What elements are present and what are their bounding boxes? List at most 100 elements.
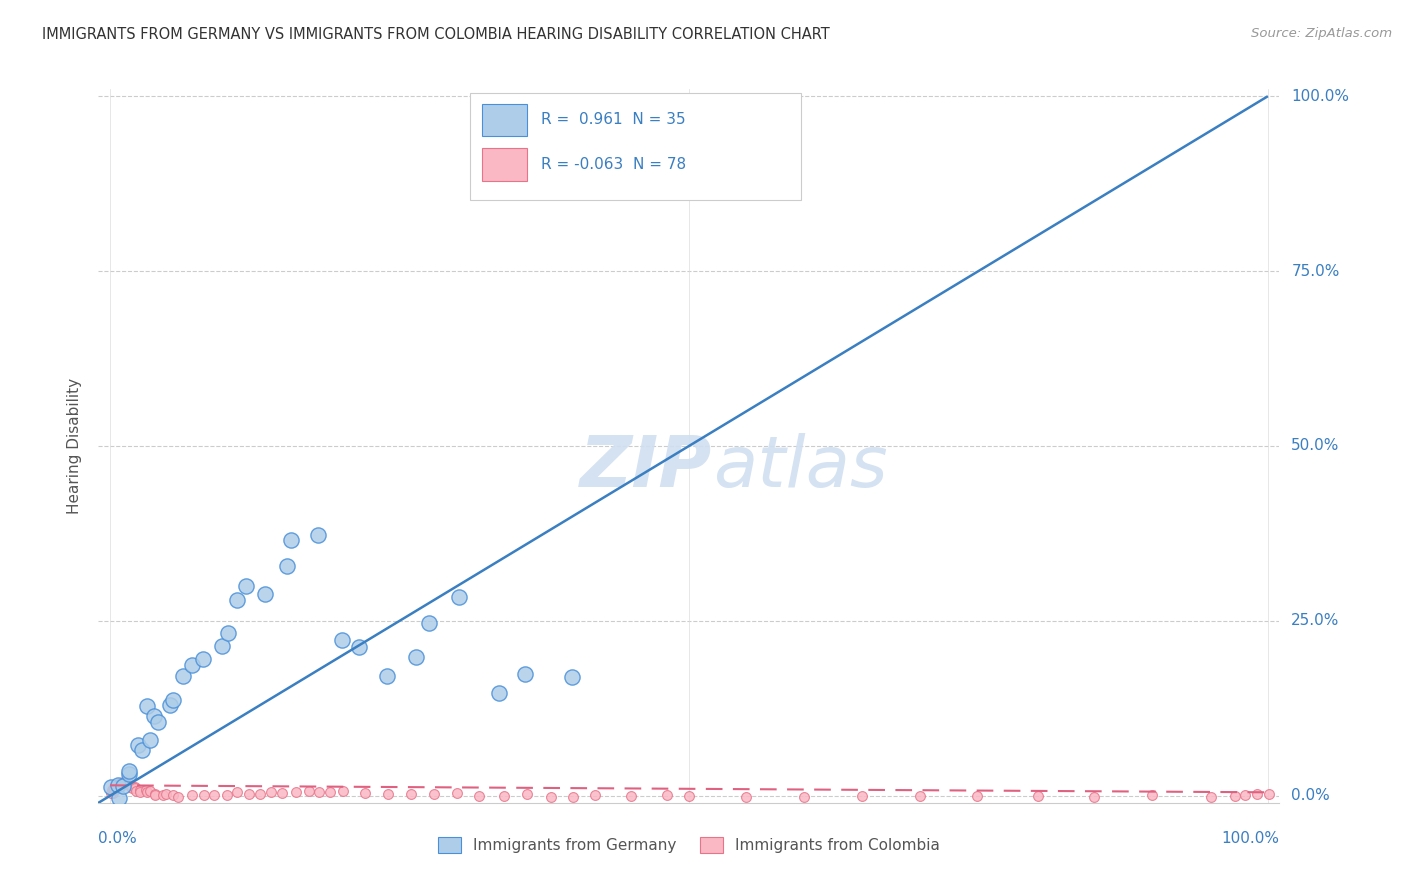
Point bbox=[115, 777, 138, 791]
Point bbox=[1257, 787, 1279, 801]
Point bbox=[155, 788, 177, 802]
Point bbox=[142, 709, 165, 723]
Point bbox=[162, 788, 184, 802]
Point bbox=[238, 787, 260, 801]
Text: 0.0%: 0.0% bbox=[1291, 789, 1330, 804]
Point bbox=[135, 699, 157, 714]
Text: 100.0%: 100.0% bbox=[1222, 831, 1279, 847]
Point bbox=[226, 785, 249, 799]
Point bbox=[143, 787, 166, 801]
Point bbox=[423, 787, 446, 801]
Point bbox=[217, 626, 239, 640]
Point bbox=[103, 782, 125, 797]
Point bbox=[253, 586, 276, 600]
Point bbox=[735, 789, 758, 804]
Point bbox=[152, 788, 174, 802]
Point bbox=[1223, 789, 1246, 803]
Point bbox=[211, 639, 233, 653]
Point bbox=[108, 790, 131, 805]
Point bbox=[851, 789, 873, 803]
Text: Source: ZipAtlas.com: Source: ZipAtlas.com bbox=[1251, 27, 1392, 40]
Point bbox=[332, 784, 354, 798]
FancyBboxPatch shape bbox=[471, 93, 801, 200]
Text: 0.0%: 0.0% bbox=[98, 831, 138, 847]
Point bbox=[540, 789, 562, 804]
Point bbox=[561, 670, 583, 684]
Point bbox=[101, 782, 124, 797]
Point bbox=[112, 780, 135, 794]
Point bbox=[117, 766, 139, 780]
Point bbox=[111, 775, 134, 789]
Point bbox=[1233, 788, 1256, 802]
Point bbox=[620, 789, 643, 804]
Point bbox=[105, 780, 128, 794]
Point bbox=[215, 788, 238, 802]
Point bbox=[162, 693, 184, 707]
Point bbox=[1083, 790, 1105, 805]
Point bbox=[347, 640, 370, 654]
Point bbox=[115, 776, 138, 790]
Point bbox=[111, 775, 134, 789]
Bar bbox=[482, 104, 527, 136]
Point bbox=[181, 658, 204, 673]
Point bbox=[401, 787, 423, 801]
Point bbox=[561, 790, 583, 805]
Point bbox=[235, 579, 257, 593]
Point bbox=[121, 780, 143, 795]
Point bbox=[103, 782, 125, 797]
Text: IMMIGRANTS FROM GERMANY VS IMMIGRANTS FROM COLOMBIA HEARING DISABILITY CORRELATI: IMMIGRANTS FROM GERMANY VS IMMIGRANTS FR… bbox=[42, 27, 830, 42]
Text: 100.0%: 100.0% bbox=[1291, 88, 1350, 103]
Point bbox=[104, 781, 127, 796]
Point bbox=[793, 789, 815, 804]
Point bbox=[449, 591, 471, 605]
Point bbox=[1140, 789, 1163, 803]
Text: 25.0%: 25.0% bbox=[1291, 614, 1340, 628]
Text: R = -0.063  N = 78: R = -0.063 N = 78 bbox=[541, 157, 686, 171]
Point bbox=[131, 743, 153, 757]
Point bbox=[678, 789, 700, 803]
Point bbox=[120, 779, 142, 793]
Point bbox=[354, 786, 377, 800]
Point bbox=[446, 787, 468, 801]
Point bbox=[468, 789, 491, 803]
Text: R =  0.961  N = 35: R = 0.961 N = 35 bbox=[541, 112, 686, 127]
Point bbox=[172, 669, 194, 683]
Point bbox=[127, 739, 149, 753]
Bar bbox=[482, 148, 527, 180]
Point bbox=[249, 787, 271, 801]
Text: atlas: atlas bbox=[713, 433, 887, 502]
Point bbox=[308, 785, 330, 799]
Point bbox=[124, 781, 146, 796]
Point bbox=[494, 789, 516, 804]
Point bbox=[107, 778, 129, 792]
Point bbox=[298, 784, 321, 798]
Point bbox=[966, 789, 988, 804]
Point bbox=[418, 616, 440, 631]
Point bbox=[118, 764, 141, 779]
Point bbox=[143, 788, 166, 802]
Point bbox=[910, 789, 932, 803]
Point bbox=[108, 777, 131, 791]
Point bbox=[377, 787, 399, 801]
Point bbox=[167, 789, 190, 804]
Point bbox=[1201, 790, 1223, 805]
Point bbox=[307, 528, 329, 542]
Point bbox=[100, 780, 122, 794]
Point bbox=[135, 783, 157, 797]
Y-axis label: Hearing Disability: Hearing Disability bbox=[67, 378, 83, 514]
Point bbox=[583, 788, 606, 802]
Point bbox=[375, 669, 398, 683]
Point bbox=[101, 783, 124, 797]
Point bbox=[193, 788, 215, 802]
Point bbox=[191, 652, 214, 666]
Point bbox=[657, 788, 679, 802]
Point bbox=[135, 785, 157, 799]
Point bbox=[101, 785, 124, 799]
Point bbox=[1246, 787, 1268, 801]
Point bbox=[488, 686, 510, 700]
Point bbox=[271, 785, 294, 799]
Point bbox=[103, 780, 125, 795]
Point bbox=[139, 733, 162, 747]
Point bbox=[181, 789, 204, 803]
Point bbox=[1223, 68, 1246, 82]
